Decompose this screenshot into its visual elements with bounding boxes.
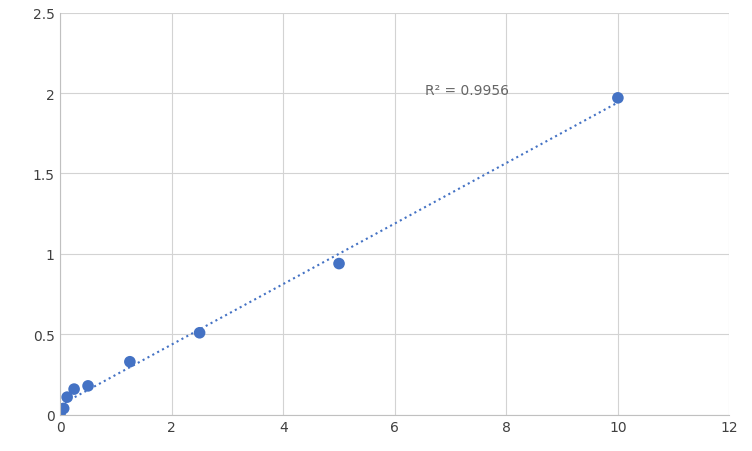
Point — [61, 394, 73, 401]
Point — [82, 382, 94, 390]
Point — [68, 386, 80, 393]
Point — [124, 359, 136, 366]
Point — [54, 410, 66, 417]
Point — [58, 405, 70, 412]
Point — [193, 329, 205, 336]
Point — [333, 260, 345, 267]
Text: R² = 0.9956: R² = 0.9956 — [426, 83, 509, 97]
Point — [612, 95, 624, 102]
